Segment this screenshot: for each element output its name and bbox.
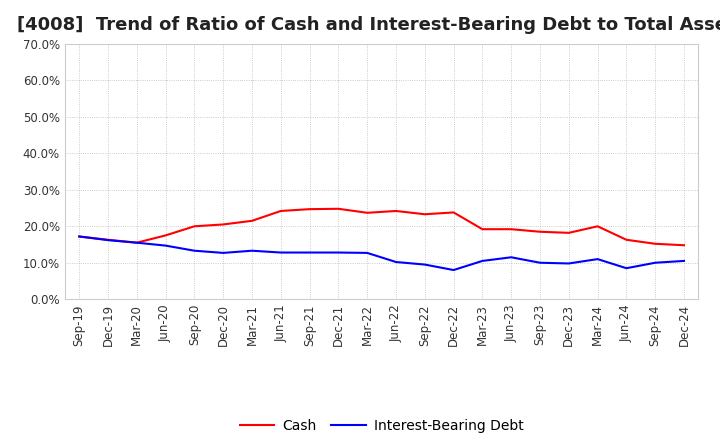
Cash	[305, 206, 314, 212]
Interest-Bearing Debt	[75, 234, 84, 239]
Interest-Bearing Debt	[190, 248, 199, 253]
Interest-Bearing Debt	[392, 259, 400, 264]
Cash	[392, 208, 400, 213]
Interest-Bearing Debt	[305, 250, 314, 255]
Title: [4008]  Trend of Ratio of Cash and Interest-Bearing Debt to Total Assets: [4008] Trend of Ratio of Cash and Intere…	[17, 16, 720, 34]
Line: Interest-Bearing Debt: Interest-Bearing Debt	[79, 236, 684, 270]
Interest-Bearing Debt	[276, 250, 285, 255]
Cash	[190, 224, 199, 229]
Cash	[593, 224, 602, 229]
Interest-Bearing Debt	[449, 268, 458, 273]
Cash	[75, 234, 84, 239]
Interest-Bearing Debt	[536, 260, 544, 265]
Cash	[536, 229, 544, 235]
Cash	[334, 206, 343, 212]
Cash	[478, 227, 487, 232]
Interest-Bearing Debt	[363, 250, 372, 256]
Interest-Bearing Debt	[248, 248, 256, 253]
Cash	[420, 212, 429, 217]
Line: Cash: Cash	[79, 209, 684, 245]
Interest-Bearing Debt	[478, 258, 487, 264]
Interest-Bearing Debt	[104, 238, 112, 243]
Interest-Bearing Debt	[593, 257, 602, 262]
Cash	[219, 222, 228, 227]
Cash	[680, 242, 688, 248]
Interest-Bearing Debt	[680, 258, 688, 264]
Interest-Bearing Debt	[132, 240, 141, 246]
Cash	[622, 237, 631, 242]
Legend: Cash, Interest-Bearing Debt: Cash, Interest-Bearing Debt	[234, 413, 529, 438]
Interest-Bearing Debt	[507, 255, 516, 260]
Cash	[363, 210, 372, 216]
Cash	[132, 240, 141, 246]
Interest-Bearing Debt	[564, 261, 573, 266]
Cash	[276, 208, 285, 213]
Interest-Bearing Debt	[622, 266, 631, 271]
Interest-Bearing Debt	[420, 262, 429, 267]
Interest-Bearing Debt	[334, 250, 343, 255]
Cash	[104, 237, 112, 242]
Cash	[507, 227, 516, 232]
Cash	[564, 230, 573, 235]
Cash	[161, 233, 170, 238]
Cash	[449, 210, 458, 215]
Cash	[248, 218, 256, 224]
Interest-Bearing Debt	[161, 243, 170, 248]
Interest-Bearing Debt	[651, 260, 660, 265]
Cash	[651, 241, 660, 246]
Interest-Bearing Debt	[219, 250, 228, 256]
